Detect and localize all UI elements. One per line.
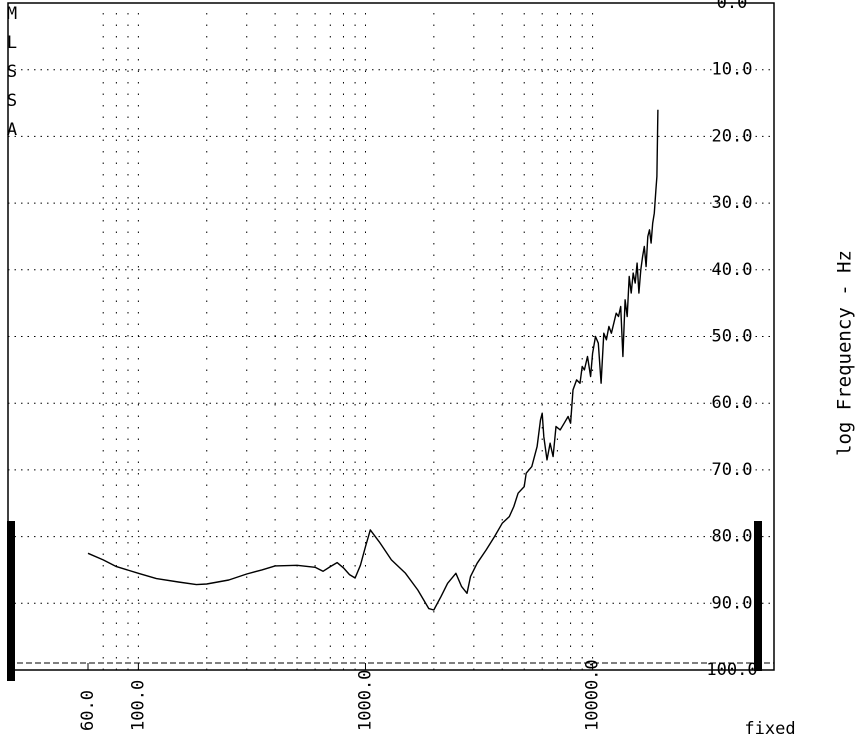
header-letter: A: [7, 120, 17, 140]
y-tick-label: 100.0: [706, 660, 757, 680]
y-tick-labels: 100.0 90.0 80.0 70.0 60.0 50.0 40.0 30.0 20.0 10.…: [706, 0, 757, 680]
header-letter: L: [7, 33, 17, 53]
y-tick-label: 60.0: [712, 393, 753, 413]
y-tick-label: 30.0: [712, 193, 753, 213]
header-letter: S: [7, 62, 17, 82]
scale-mode-label: fixed: [744, 719, 795, 739]
frequency-gridlines: [102, 3, 594, 670]
scale-bar-right: [754, 521, 762, 671]
x-tick-label: 1000.0: [355, 670, 375, 731]
x-tick-label: 100.0: [128, 680, 148, 731]
scale-bar-left: [7, 521, 15, 671]
y-tick-label: 50.0: [712, 327, 753, 347]
y-tick-label: 70.0: [712, 460, 753, 480]
x-tick-label: 60.0: [78, 690, 98, 731]
header-letter: M: [7, 4, 17, 24]
x-tick-label: 10000.0: [583, 659, 603, 731]
y-tick-label: 40.0: [712, 260, 753, 280]
amplitude-gridlines: [8, 69, 774, 671]
x-axis-label: log Frequency - Hz: [834, 250, 856, 456]
header-letter: S: [7, 91, 17, 111]
y-tick-label: 80.0: [712, 527, 753, 547]
y-tick-label: 10.0: [712, 60, 753, 80]
y-tick-label: 90.0: [712, 593, 753, 613]
y-tick-label: 0.0: [717, 0, 748, 13]
scale-bar-end: [7, 669, 15, 681]
x-tick-labels: 60.0 100.0 1000.0 10000.0: [78, 659, 603, 731]
y-tick-label: 20.0: [712, 126, 753, 146]
series-line: [87, 109, 659, 611]
